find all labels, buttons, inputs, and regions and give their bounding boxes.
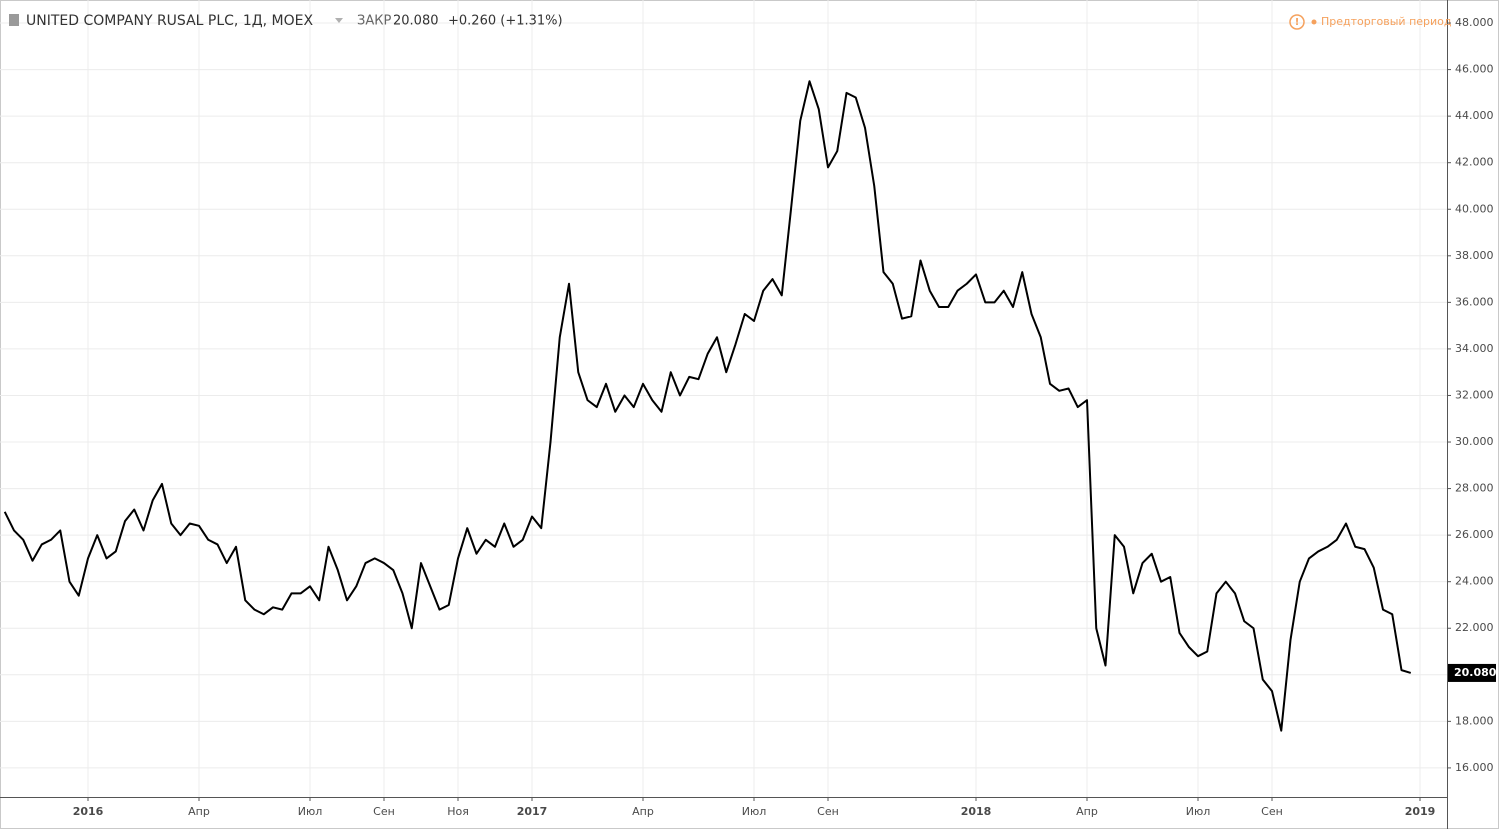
last-value-label: 20.080 <box>1454 666 1497 679</box>
y-tick-label: 16.000 <box>1455 761 1494 774</box>
y-tick-label: 34.000 <box>1455 342 1494 355</box>
x-tick-label: 2016 <box>73 805 104 818</box>
x-tick-label: Июл <box>298 805 323 818</box>
warning-icon[interactable] <box>1289 14 1305 30</box>
y-tick-label: 30.000 <box>1455 435 1494 448</box>
y-tick-label: 36.000 <box>1455 295 1494 308</box>
symbol-icon[interactable] <box>9 14 19 26</box>
y-tick-label: 32.000 <box>1455 388 1494 401</box>
x-tick-label: Ноя <box>447 805 469 818</box>
y-tick-label: 42.000 <box>1455 156 1494 169</box>
y-tick-label: 24.000 <box>1455 575 1494 588</box>
close-value: 20.080 <box>393 14 439 29</box>
price-change: +0.260 (+1.31%) <box>448 14 563 29</box>
session-note[interactable]: Предторговый период <box>1321 15 1452 28</box>
x-tick-label: Апр <box>188 805 210 818</box>
y-tick-label: 44.000 <box>1455 109 1494 122</box>
last-value-box <box>1448 663 1496 682</box>
y-tick-label: 26.000 <box>1455 528 1494 541</box>
y-tick-label: 28.000 <box>1455 482 1494 495</box>
y-tick-label: 46.000 <box>1455 63 1494 76</box>
chart-title[interactable]: UNITED COMPANY RUSAL PLC, 1Д, MOEX <box>26 13 314 29</box>
y-tick-label: 40.000 <box>1455 202 1494 215</box>
y-tick-label: 48.000 <box>1455 16 1494 29</box>
x-tick-label: 2018 <box>961 805 992 818</box>
session-dot <box>1311 19 1317 25</box>
price-line <box>3 80 1412 732</box>
grid <box>0 0 1447 797</box>
close-label: ЗАКР <box>357 14 391 29</box>
x-tick-label: Июл <box>742 805 767 818</box>
x-tick-label: Сен <box>1261 805 1283 818</box>
warning-mark: ! <box>1295 17 1300 28</box>
x-tick-label: Сен <box>373 805 395 818</box>
x-tick-label: Сен <box>817 805 839 818</box>
x-tick-label: Июл <box>1186 805 1211 818</box>
x-tick-label: Апр <box>632 805 654 818</box>
x-tick-label: 2019 <box>1405 805 1436 818</box>
dropdown-arrow[interactable] <box>335 18 343 23</box>
y-tick-label: 18.000 <box>1455 714 1494 727</box>
y-tick-label: 38.000 <box>1455 249 1494 262</box>
x-tick-label: Апр <box>1076 805 1098 818</box>
x-tick-label: 2017 <box>517 805 548 818</box>
y-tick-label: 22.000 <box>1455 621 1494 634</box>
